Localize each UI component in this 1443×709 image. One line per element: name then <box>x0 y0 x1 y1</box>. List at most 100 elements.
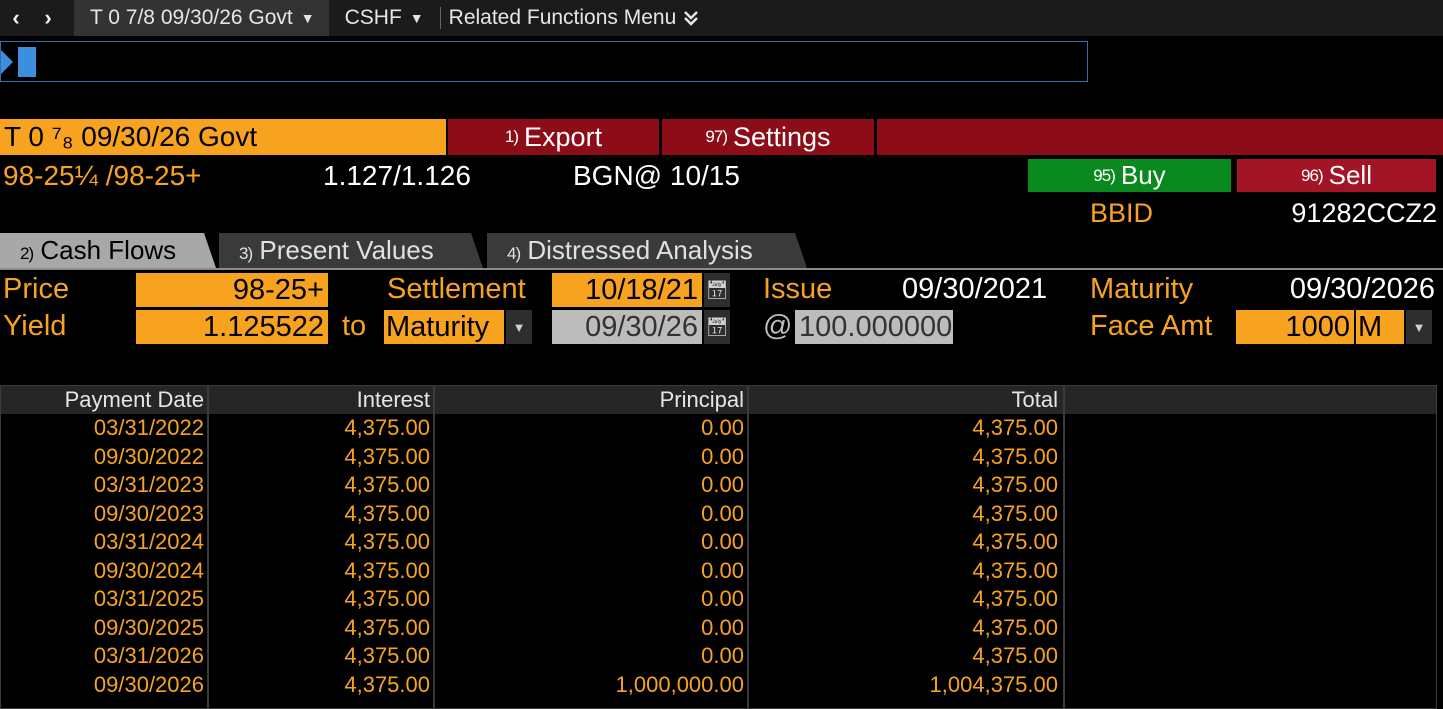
calendar-icon[interactable]: 📅︎ <box>704 310 730 344</box>
interest-cell: 4,375.00 <box>344 472 430 497</box>
principal-cell: 0.00 <box>701 557 744 583</box>
payment-date-cell: 09/30/2026 <box>93 671 204 697</box>
table-row[interactable]: 09/30/2024 4,375.00 0.00 4,375.00 <box>1 557 1063 586</box>
chevron-left-icon[interactable]: ‹ <box>12 5 20 30</box>
workout-date-input[interactable]: 09/30/26 <box>552 310 702 344</box>
table-row[interactable]: 03/31/2025 4,375.00 0.00 4,375.00 <box>1 585 1063 614</box>
total-cell: 4,375.00 <box>972 586 1058 611</box>
tab-number: 2) <box>20 244 34 263</box>
tab-number: 4) <box>507 244 521 263</box>
function-selector-dropdown[interactable]: CSHF ▼ <box>329 0 436 36</box>
total-cell: 4,375.00 <box>972 500 1058 526</box>
workout-price-input[interactable]: 100.000000 <box>795 310 953 344</box>
tab-distressed-analysis[interactable]: 4) Distressed Analysis <box>487 233 807 268</box>
table-row[interactable]: 03/31/2022 4,375.00 0.00 4,375.00 <box>1 414 1063 443</box>
issue-label: Issue <box>763 273 833 305</box>
total-cell: 4,375.00 <box>972 557 1058 583</box>
settings-number: 97) <box>705 127 728 146</box>
payment-date-cell: 09/30/2025 <box>93 614 204 640</box>
bbid-label: BBID <box>1090 198 1154 228</box>
yield-label: Yield <box>3 310 67 342</box>
payment-date-cell: 03/31/2025 <box>93 586 204 611</box>
export-button[interactable]: 1) Export <box>448 119 659 155</box>
chevron-down-icon[interactable]: ▼ <box>1406 310 1432 344</box>
payment-date-cell: 03/31/2024 <box>93 529 204 554</box>
chevron-right-icon[interactable]: › <box>44 5 52 30</box>
interest-cell: 4,375.00 <box>344 614 430 640</box>
settlement-label: Settlement <box>387 273 526 305</box>
chevron-down-icon[interactable]: ▼ <box>506 310 532 344</box>
export-number: 1) <box>504 127 519 146</box>
table-row[interactable]: 03/31/2023 4,375.00 0.00 4,375.00 <box>1 471 1063 500</box>
security-selector-label: T 0 7/8 09/30/26 Govt <box>90 6 293 29</box>
related-functions-menu[interactable]: Related Functions Menu <box>449 6 699 30</box>
price-source: BGN@ 10/15 <box>573 160 740 191</box>
settings-button[interactable]: 97) Settings <box>662 119 874 155</box>
double-chevron-down-icon <box>684 11 699 26</box>
principal-cell: 0.00 <box>701 500 744 526</box>
export-label: Export <box>524 121 603 152</box>
face-amount-input[interactable]: 1000 <box>1236 310 1354 344</box>
face-unit-select[interactable]: M <box>1356 310 1404 344</box>
calendar-icon[interactable]: 📅︎ <box>704 273 730 307</box>
table-row[interactable]: 09/30/2022 4,375.00 0.00 4,375.00 <box>1 443 1063 472</box>
tab-number: 3) <box>239 244 253 263</box>
price-input[interactable]: 98-25+ <box>136 273 328 307</box>
top-navigation-bar: ‹ › T 0 7/8 09/30/26 Govt ▼ CSHF ▼ Relat… <box>0 0 1443 36</box>
sell-label: Sell <box>1328 160 1372 190</box>
security-selector-dropdown[interactable]: T 0 7/8 09/30/26 Govt ▼ <box>74 0 329 36</box>
principal-cell: 0.00 <box>701 614 744 640</box>
related-functions-label: Related Functions Menu <box>448 6 677 29</box>
payment-date-cell: 03/31/2023 <box>93 472 204 497</box>
tab-label: Cash Flows <box>40 235 177 265</box>
security-title: T 0 ⁷₈ 09/30/26 Govt <box>0 119 446 155</box>
bid-ask-price: 98-25¼ /98-25+ <box>3 160 202 191</box>
column-header-payment-date[interactable]: Payment Date <box>64 387 204 412</box>
table-row[interactable]: 09/30/2025 4,375.00 0.00 4,375.00 <box>1 614 1063 643</box>
table-row[interactable]: 03/31/2024 4,375.00 0.00 4,375.00 <box>1 528 1063 557</box>
payment-date-cell: 09/30/2023 <box>93 500 204 526</box>
total-cell: 4,375.00 <box>972 614 1058 640</box>
column-divider <box>1063 386 1065 709</box>
maturity-label: Maturity <box>1090 273 1194 305</box>
payment-date-cell: 03/31/2026 <box>93 643 204 668</box>
header-bar-fill <box>877 119 1443 155</box>
command-line-input[interactable] <box>0 41 1088 82</box>
table-row[interactable]: 03/31/2026 4,375.00 0.00 4,375.00 <box>1 642 1063 671</box>
total-cell: 4,375.00 <box>972 443 1058 469</box>
buy-button[interactable]: 95) Buy <box>1028 159 1231 192</box>
tab-label: Distressed Analysis <box>527 235 753 265</box>
table-row[interactable]: 09/30/2023 4,375.00 0.00 4,375.00 <box>1 500 1063 529</box>
sell-button[interactable]: 96) Sell <box>1237 159 1436 192</box>
interest-cell: 4,375.00 <box>344 557 430 583</box>
at-label: @ <box>763 310 793 342</box>
prompt-arrow-icon <box>1 50 13 74</box>
payment-date-cell: 09/30/2022 <box>93 443 204 469</box>
bid-ask-yield: 1.127/1.126 <box>323 160 471 191</box>
settlement-date-input[interactable]: 10/18/21 <box>552 273 702 307</box>
column-header-interest[interactable]: Interest <box>356 387 430 412</box>
tab-label: Present Values <box>259 235 434 265</box>
table-row[interactable]: 09/30/2026 4,375.00 1,000,000.00 1,004,375.… <box>1 671 1063 700</box>
maturity-date-value: 09/30/2026 <box>1289 273 1435 305</box>
to-label: to <box>342 310 367 342</box>
bbid-value: 91282CCZ2 <box>1291 198 1437 228</box>
principal-cell: 1,000,000.00 <box>615 671 744 697</box>
interest-cell: 4,375.00 <box>344 671 430 697</box>
table-header: Payment Date Interest Principal Total <box>1 386 1436 414</box>
yield-input[interactable]: 1.125522 <box>136 310 328 344</box>
principal-cell: 0.00 <box>701 472 744 497</box>
tab-cash-flows[interactable]: 2) Cash Flows <box>0 233 216 268</box>
total-cell: 4,375.00 <box>972 415 1058 440</box>
interest-cell: 4,375.00 <box>344 643 430 668</box>
column-header-principal[interactable]: Principal <box>659 387 744 412</box>
principal-cell: 0.00 <box>701 443 744 469</box>
tab-present-values[interactable]: 3) Present Values <box>219 233 483 268</box>
column-header-total[interactable]: Total <box>1011 387 1058 412</box>
column-divider <box>433 386 435 709</box>
buy-number: 95) <box>1093 165 1116 185</box>
price-label: Price <box>3 273 70 305</box>
yield-to-select[interactable]: Maturity <box>384 310 504 344</box>
sell-number: 96) <box>1301 165 1324 185</box>
cash-flow-table: Payment Date Interest Principal Total 03… <box>0 385 1437 709</box>
